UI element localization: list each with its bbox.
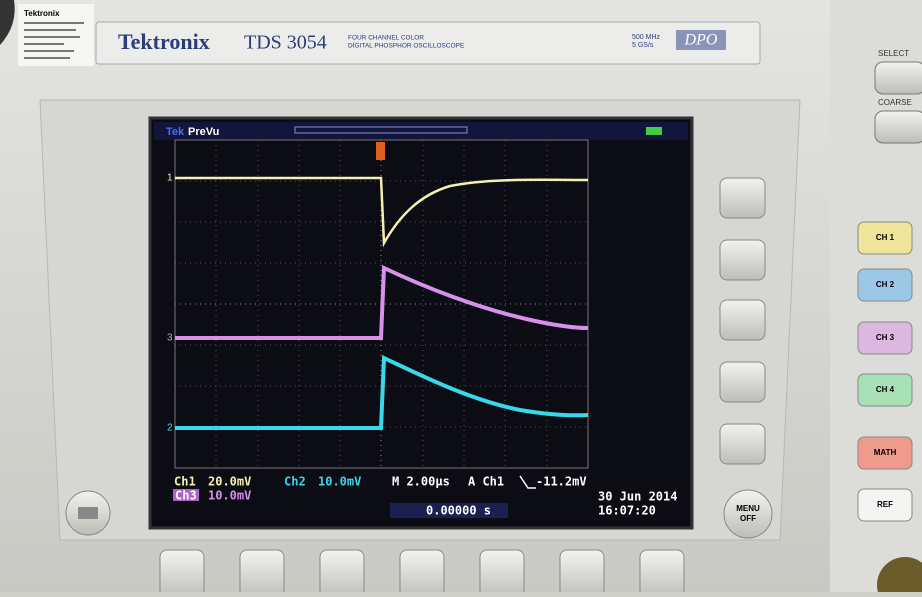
trigger-level: -11.2mV <box>536 475 587 489</box>
spec: 5 GS/s <box>632 42 654 49</box>
menu-label: OFF <box>740 514 756 523</box>
coarse-label: COARSE <box>878 98 912 107</box>
description: DIGITAL PHOSPHOR OSCILLOSCOPE <box>348 43 465 50</box>
date: 30 Jun 2014 <box>598 490 677 504</box>
trigger-source: A Ch1 <box>468 475 504 489</box>
sticker-brand: Tektronix <box>24 9 60 18</box>
ch1-label: Ch1 <box>174 475 196 489</box>
logo: Tek <box>166 126 185 138</box>
ch2-scale: 10.0mV <box>318 475 361 489</box>
mode: PreVu <box>188 126 219 138</box>
battery <box>646 127 662 135</box>
select-button[interactable] <box>875 62 922 94</box>
math-button-label: MATH <box>874 448 897 457</box>
coarse-button[interactable] <box>875 111 922 143</box>
brand: Tektronix <box>118 29 210 54</box>
marker: 1 <box>167 173 173 184</box>
print-icon <box>78 507 98 519</box>
ch2-button-label: CH 2 <box>876 280 895 289</box>
status-bar <box>154 122 688 140</box>
spec: 500 MHz <box>632 34 661 41</box>
ch4-button-label: CH 4 <box>876 385 895 394</box>
ch3-scale: 10.0mV <box>208 489 251 503</box>
ch2-label: Ch2 <box>284 475 306 489</box>
badge: DPO <box>684 32 718 49</box>
select-label: SELECT <box>878 49 909 58</box>
ch1-scale: 20.0mV <box>208 475 251 489</box>
position: 0.00000 s <box>426 504 491 518</box>
menu-label: MENU <box>736 504 760 513</box>
description: FOUR CHANNEL COLOR <box>348 35 424 42</box>
ch3-label: Ch3 <box>175 489 197 503</box>
oscilloscope-photo: Tektronix Tektronix TDS 3054 FOUR CHANNE… <box>0 0 922 592</box>
trigger-marker <box>376 142 385 160</box>
screen <box>150 118 692 528</box>
marker: 3 <box>167 333 173 344</box>
marker: 2 <box>167 423 173 434</box>
model: TDS 3054 <box>244 32 327 54</box>
timebase: M 2.00µs <box>392 475 450 489</box>
ch3-button-label: CH 3 <box>876 333 895 342</box>
ch1-button-label: CH 1 <box>876 233 895 242</box>
ref-button-label: REF <box>877 500 893 509</box>
time: 16:07:20 <box>598 504 656 518</box>
